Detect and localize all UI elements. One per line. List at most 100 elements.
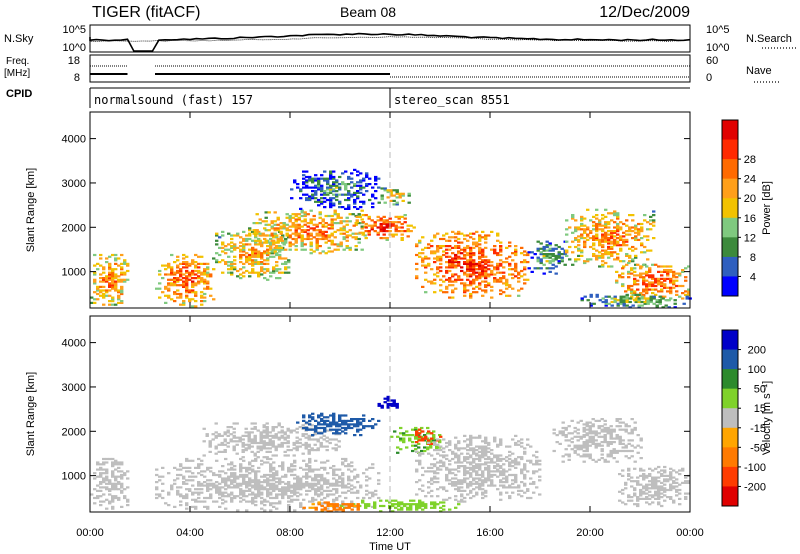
colorbar-tick-label: 8	[750, 252, 756, 264]
velocity-colorbar: 200 100 50 15 -15 -50 -100 -200 Velocity [m s⁻¹]	[721, 329, 773, 507]
freq-lines	[90, 65, 690, 78]
cpid-segment-0: normalsound (fast) 157	[94, 93, 253, 107]
nsky-label: N.Sky	[4, 33, 34, 45]
y-tick-label: 3000	[62, 382, 86, 394]
colorbar-swatch	[722, 139, 738, 160]
colorbar-swatch	[722, 276, 738, 297]
power-colorbar: 4 8 12 16 20 24 28 Power [dB]	[721, 119, 773, 297]
power-panel: 1000 2000 3000 4000 Slant Range [km]	[25, 111, 692, 309]
x-tick-label: 12:00	[376, 527, 404, 539]
freq-label: Freq.	[6, 56, 29, 67]
colorbar-tick-label: 50	[754, 384, 766, 396]
colorbar-swatch	[722, 447, 738, 468]
freq-tick-high: 18	[68, 55, 80, 67]
y-tick-label: 1000	[62, 471, 86, 483]
colorbar-swatch	[722, 159, 738, 180]
colorbar-swatch	[722, 388, 738, 409]
colorbar-swatch	[722, 408, 738, 429]
nsearch-tick-low: 10^0	[706, 42, 730, 54]
freq-panel-frame	[89, 54, 691, 83]
freq-tick-low: 8	[74, 72, 80, 84]
heatmap-region-6	[415, 428, 443, 445]
heatmap-region-9	[565, 208, 656, 268]
y-tick-label: 2000	[62, 426, 86, 438]
y-tick-label: 1000	[62, 267, 86, 279]
colorbar-label-1: Velocity [m s⁻¹]	[761, 381, 773, 455]
velocity-panel: 1000 2000 3000 4000 Slant Range [km]	[25, 315, 691, 513]
colorbar-tick-label: 200	[748, 345, 766, 357]
heatmap-region-11	[580, 293, 692, 309]
cpid-segment-1: stereo_scan 8551	[394, 93, 510, 107]
colorbar-tick-label: -50	[750, 442, 766, 454]
colorbar-label-0: Power [dB]	[761, 181, 773, 235]
colorbar-tick-label: -100	[744, 462, 766, 474]
nsearch-label: N.Search	[746, 33, 792, 45]
heatmap-region-8	[552, 418, 643, 463]
cpid-label: CPID	[6, 88, 32, 100]
time-axis-ticks: 00:00 04:00 08:00 12:00 16:00 20:00 00:00	[76, 527, 704, 539]
beam-title: Beam 08	[340, 4, 396, 20]
colorbar-swatch	[722, 120, 738, 141]
colorbar-tick-label: 4	[750, 271, 756, 283]
colorbar-tick-label: 20	[744, 193, 756, 205]
heatmap-region-4	[377, 395, 399, 409]
colorbar-tick-label: 24	[744, 174, 756, 186]
y-tick-label: 4000	[62, 134, 86, 146]
nsky-panel-frame	[89, 24, 691, 53]
heatmap-region-9	[618, 465, 691, 508]
heatmap-region-3	[252, 209, 367, 255]
colorbar-swatch	[722, 466, 738, 487]
heatmap-region-0	[90, 457, 130, 510]
heatmap-region-5	[390, 426, 442, 454]
colorbar-tick-label: -15	[750, 423, 766, 435]
colorbar-swatch	[722, 427, 738, 448]
colorbar-swatch	[722, 369, 738, 390]
nsearch-line	[89, 36, 683, 42]
heatmap-region-7	[415, 434, 542, 503]
heatmap-region-7	[415, 230, 530, 299]
nave-tick-low: 0	[706, 72, 712, 84]
colorbar-swatch	[722, 237, 738, 258]
x-tick-label: 16:00	[476, 527, 504, 539]
colorbar-frame	[721, 329, 739, 507]
y-tick-label: 3000	[62, 178, 86, 190]
colorbar-swatch	[722, 217, 738, 238]
nave-tick-high: 60	[706, 55, 718, 67]
heatmap-region-1	[155, 253, 216, 308]
nsky-line	[89, 32, 691, 52]
date-title: 12/Dec/2009	[599, 4, 690, 21]
y-axis-label-0: Slant Range [km]	[25, 168, 37, 252]
x-tick-label: 08:00	[276, 527, 304, 539]
colorbar-tick-label: 28	[744, 154, 756, 166]
colorbar-swatch	[722, 256, 738, 277]
y-tick-label: 4000	[62, 338, 86, 350]
x-tick-label: 04:00	[176, 527, 204, 539]
cpid-segments: normalsound (fast) 157 stereo_scan 8551	[89, 88, 510, 108]
heatmap-region-6	[377, 187, 411, 206]
colorbar-tick-label: 12	[744, 232, 756, 244]
nave-label: Nave	[746, 65, 772, 77]
colorbar-swatch	[722, 486, 738, 507]
time-axis-label: Time UT	[369, 541, 411, 553]
nsky-tick-low: 10^0	[62, 42, 86, 54]
heatmap-region-4	[290, 168, 381, 210]
colorbar-tick-label: -200	[744, 481, 766, 493]
nsky-tick-high: 10^5	[62, 24, 86, 36]
heatmap-region-11	[302, 501, 360, 513]
x-tick-label: 20:00	[576, 527, 604, 539]
x-tick-label: 00:00	[76, 527, 104, 539]
station-title: TIGER (fitACF)	[92, 4, 200, 21]
heatmap-region-10	[615, 261, 691, 304]
y-tick-label: 2000	[62, 222, 86, 234]
colorbar-swatch	[722, 349, 738, 370]
colorbar-swatch	[722, 330, 738, 351]
y-axis-label-1: Slant Range [km]	[25, 372, 37, 456]
heatmap-region-3	[296, 412, 381, 437]
colorbar-swatch	[722, 178, 738, 199]
x-tick-label: 00:00	[676, 527, 704, 539]
heatmap-region-1	[155, 457, 381, 512]
colorbar-frame	[721, 119, 739, 297]
nsearch-tick-high: 10^5	[706, 24, 730, 36]
plot-background-1	[90, 316, 690, 512]
